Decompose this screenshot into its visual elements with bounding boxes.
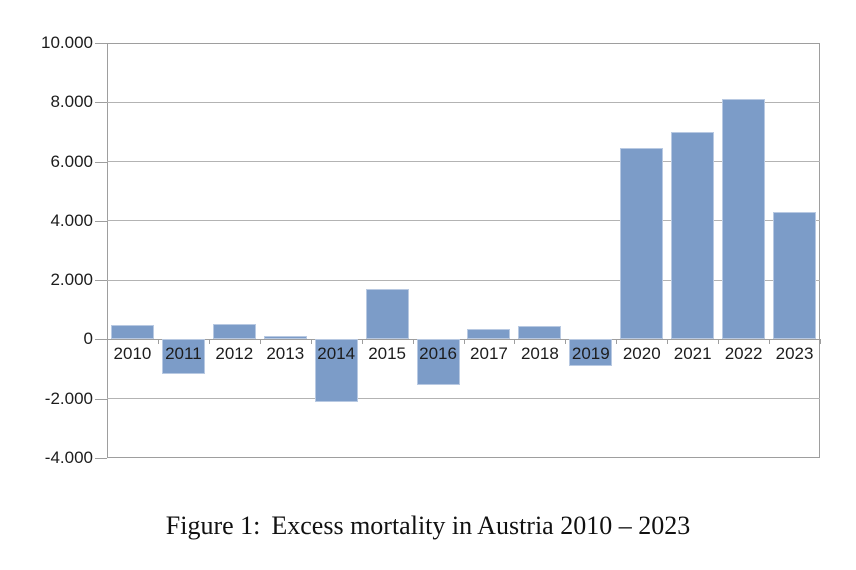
x-axis-tick [820,339,821,345]
x-axis-tick [157,339,159,345]
y-axis-tick-label: 4.000 [50,210,93,230]
y-axis-tick-label: 6.000 [50,151,93,171]
x-axis-tick [616,339,618,345]
y-gridline [107,398,820,400]
x-axis-tick [310,339,312,345]
bar-2018 [518,326,562,340]
x-tick-label-2012: 2012 [215,344,254,364]
x-tick-label-2016: 2016 [419,344,457,364]
bar-2023 [773,211,817,340]
x-tick-label-2022: 2022 [724,344,763,364]
x-tick-label-2021: 2021 [673,344,712,364]
bar-2019 [569,339,613,367]
y-axis-tick-label: 2.000 [50,270,93,290]
x-axis-tick [259,339,261,345]
y-axis-tick [95,339,107,341]
y-axis-tick-label: 8.000 [50,92,93,112]
x-tick-label-2020: 2020 [622,344,661,364]
x-axis-tick [718,339,720,345]
bar-2012 [212,324,256,340]
x-axis-tick [107,339,108,345]
y-axis-tick [95,398,107,400]
bar-2022 [722,99,766,340]
y-axis-tick-label: 0 [83,329,93,349]
bar-2016 [416,339,460,386]
bar-2014 [314,339,358,402]
plot-area [107,43,820,458]
y-gridline [107,220,820,222]
y-gridline [107,161,820,163]
y-axis-tick [95,43,107,44]
y-axis-tick [95,458,107,459]
x-axis-tick [514,339,516,345]
x-tick-label-2018: 2018 [520,344,559,364]
x-tick-label-2010: 2010 [113,344,152,364]
figure-caption-text: Excess mortality in Austria 2010 – 2023 [271,511,691,540]
y-axis-tick [95,280,107,282]
x-tick-label-2015: 2015 [368,344,407,364]
y-axis-tick [95,161,107,163]
y-axis-tick-label: -2.000 [44,388,93,408]
x-tick-label-2013: 2013 [266,344,305,364]
bar-2010 [110,324,154,340]
bar-2013 [263,336,307,340]
y-axis-tick-label: -4.000 [44,448,93,467]
x-tick-label-2023: 2023 [775,344,814,364]
bar-2015 [365,289,409,340]
x-tick-label-2017: 2017 [470,344,508,364]
bar-2011 [161,339,205,374]
x-tick-label-2014: 2014 [317,344,356,364]
y-axis-tick [95,220,107,222]
x-axis-tick [565,339,567,345]
x-tick-label-2019: 2019 [571,344,610,364]
bar-2020 [620,148,664,340]
x-axis-tick [361,339,363,345]
x-axis-tick [667,339,669,345]
figure-caption: Figure 1: Excess mortality in Austria 201… [0,511,856,541]
x-axis-tick [208,339,210,345]
figure-caption-label: Figure 1: [165,511,261,540]
x-axis-tick [412,339,414,345]
y-axis-tick-label: 10.000 [41,33,93,52]
y-gridline [107,101,820,103]
x-axis-tick [463,339,465,345]
x-axis-tick [769,339,771,345]
bar-2017 [467,329,511,340]
y-axis-tick [95,102,107,104]
y-gridline [107,279,820,281]
bar-2021 [671,131,715,340]
x-tick-label-2011: 2011 [165,344,202,364]
